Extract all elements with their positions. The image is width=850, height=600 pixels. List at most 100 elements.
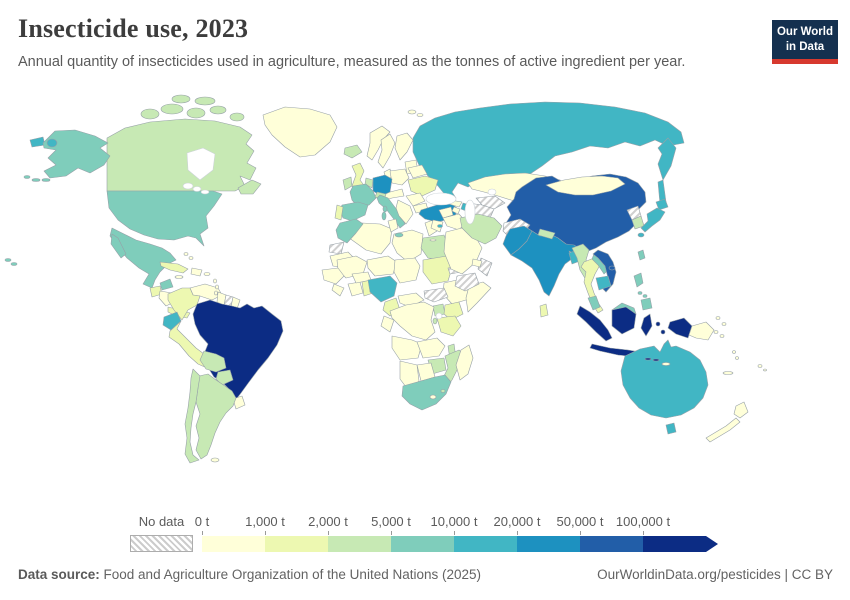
country-solomon-islands[interactable] [719, 334, 725, 338]
country-canada[interactable] [160, 103, 184, 115]
country-senegal[interactable] [321, 267, 345, 285]
owid-logo[interactable]: Our World in Data [772, 20, 838, 65]
country-usa[interactable] [42, 129, 111, 179]
country-kenya[interactable] [443, 301, 464, 321]
country-russia[interactable] [46, 138, 58, 148]
country-papua-new-guinea[interactable] [715, 316, 721, 320]
country-canada[interactable] [140, 108, 160, 120]
country-fiji[interactable] [763, 368, 767, 372]
world-map[interactable] [0, 88, 850, 508]
country-bolivia[interactable] [199, 350, 227, 373]
country-cambodia[interactable] [595, 275, 612, 291]
country-bahamas[interactable] [183, 252, 189, 256]
country-usa[interactable] [106, 190, 223, 247]
legend-segment-1[interactable] [265, 536, 328, 552]
legend-segment-3[interactable] [391, 536, 454, 552]
legend-segment-7[interactable] [643, 536, 706, 552]
country-ukraine[interactable] [407, 175, 439, 197]
country-japan[interactable] [640, 207, 666, 233]
country-japan[interactable] [655, 198, 669, 211]
country-nigeria[interactable] [367, 275, 398, 303]
country-canada[interactable] [171, 94, 191, 104]
country-syria[interactable] [438, 206, 454, 219]
country-taiwan[interactable] [637, 249, 646, 261]
country-puerto-rico[interactable] [203, 272, 211, 276]
country-ireland[interactable] [342, 176, 353, 191]
country-finland[interactable] [394, 132, 414, 161]
country-angola[interactable] [391, 335, 423, 361]
country-greenland[interactable] [262, 106, 338, 158]
country-cyprus[interactable] [437, 224, 443, 228]
country-australia[interactable] [665, 422, 677, 435]
country-usa[interactable] [31, 178, 41, 182]
country-canada[interactable] [186, 107, 206, 119]
country-indonesia[interactable] [576, 305, 613, 342]
country-canada[interactable] [106, 118, 257, 192]
country-sierra-leone-liberia[interactable] [331, 283, 345, 297]
country-portugal[interactable] [334, 204, 344, 221]
country-indonesia[interactable] [660, 329, 666, 335]
country-eswatini[interactable] [440, 389, 446, 393]
country-philippines[interactable] [642, 294, 648, 298]
country-vanuatu[interactable] [732, 350, 736, 354]
country-ivory-coast[interactable] [347, 281, 364, 297]
country-argentina[interactable] [195, 373, 237, 460]
country-canada[interactable] [194, 96, 216, 106]
legend-segment-0[interactable] [202, 536, 265, 552]
country-indonesia[interactable] [667, 317, 693, 339]
country-poland[interactable] [389, 168, 410, 186]
country-falkland-islands[interactable] [210, 457, 220, 463]
country-indonesia[interactable] [644, 357, 652, 361]
legend-segment-5[interactable] [517, 536, 580, 552]
country-congo-gabon[interactable] [380, 315, 395, 333]
country-morocco[interactable] [335, 218, 364, 244]
country-greece[interactable] [429, 238, 437, 242]
country-new-zealand[interactable] [705, 417, 741, 443]
country-japan[interactable] [637, 232, 645, 238]
country-malaysia[interactable] [611, 302, 637, 315]
country-lesser-antilles[interactable] [213, 278, 217, 284]
country-italy[interactable] [376, 194, 406, 229]
country-usa[interactable] [23, 175, 31, 179]
country-ecuador[interactable] [162, 311, 182, 331]
country-svalbard[interactable] [407, 109, 417, 115]
country-tanzania[interactable] [436, 315, 462, 337]
country-lesser-antilles[interactable] [215, 284, 219, 290]
country-china[interactable] [608, 265, 616, 271]
country-yemen[interactable] [454, 272, 480, 292]
country-new-caledonia[interactable] [722, 371, 734, 375]
country-somalia[interactable] [465, 281, 492, 313]
country-philippines[interactable] [637, 291, 643, 295]
country-papua-new-guinea[interactable] [721, 322, 727, 326]
country-indonesia[interactable] [652, 358, 660, 362]
country-mexico[interactable] [109, 227, 177, 289]
country-canada[interactable] [229, 112, 245, 122]
country-south-sudan[interactable] [423, 287, 449, 303]
country-bahamas[interactable] [188, 256, 194, 260]
country-russia[interactable] [657, 137, 677, 181]
country-uzbekistan[interactable] [475, 195, 506, 210]
country-italy[interactable] [394, 232, 404, 238]
country-france[interactable] [382, 205, 388, 213]
country-jordan[interactable] [430, 219, 444, 233]
country-spain[interactable] [339, 201, 369, 222]
country-western-sahara[interactable] [328, 241, 345, 255]
country-papua-new-guinea[interactable] [688, 321, 715, 341]
country-uae[interactable] [471, 258, 483, 268]
country-usa[interactable] [10, 262, 18, 266]
country-chad[interactable] [393, 257, 421, 284]
country-romania[interactable] [405, 192, 426, 207]
country-mexico[interactable] [110, 233, 127, 259]
legend-segment-4[interactable] [454, 536, 517, 552]
country-sri-lanka[interactable] [539, 303, 549, 318]
country-usa[interactable] [4, 258, 12, 262]
country-rwanda-burundi[interactable] [432, 317, 438, 325]
country-vietnam[interactable] [592, 249, 617, 293]
country-hispaniola[interactable] [190, 267, 203, 277]
country-indonesia[interactable] [655, 321, 661, 327]
legend-no-data-swatch[interactable] [130, 535, 193, 552]
country-benelux[interactable] [364, 177, 374, 189]
country-norway[interactable] [366, 125, 391, 161]
country-solomon-islands[interactable] [713, 330, 719, 334]
country-south-africa[interactable] [401, 374, 452, 411]
